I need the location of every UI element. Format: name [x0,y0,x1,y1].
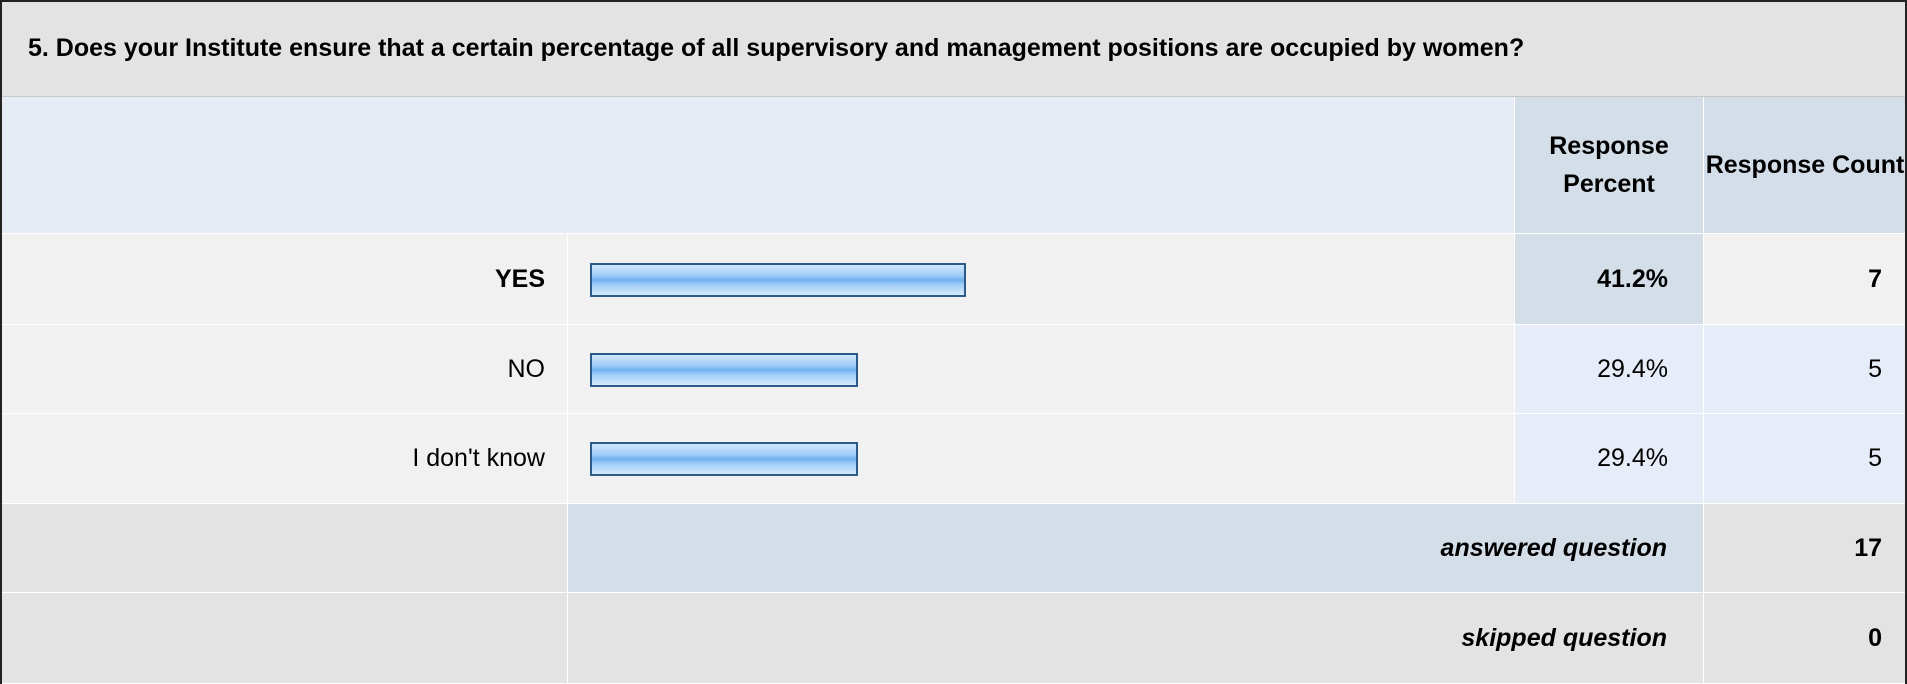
summary-label: skipped question [568,593,1704,684]
summary-count: 17 [1704,504,1907,593]
response-bar [590,442,858,476]
summary-label: answered question [568,504,1704,593]
response-count: 7 [1704,234,1907,325]
header-blank [0,97,1515,234]
response-bar [590,262,966,297]
response-bar [590,352,858,387]
summary-count: 0 [1704,593,1907,684]
response-count: 5 [1704,414,1907,504]
answer-label: NO [0,325,568,414]
answer-label: I don't know [0,414,568,504]
response-percent: 29.4% [1515,325,1704,414]
header-percent: Response Percent [1515,97,1704,234]
response-percent: 41.2% [1515,234,1704,325]
summary-blank [0,504,568,593]
header-count: Response Count [1704,97,1907,234]
response-count: 5 [1704,325,1907,414]
response-percent: 29.4% [1515,414,1704,504]
question-title: 5. Does your Institute ensure that a cer… [0,0,1907,97]
answer-label: YES [0,234,568,325]
summary-blank [0,593,568,684]
